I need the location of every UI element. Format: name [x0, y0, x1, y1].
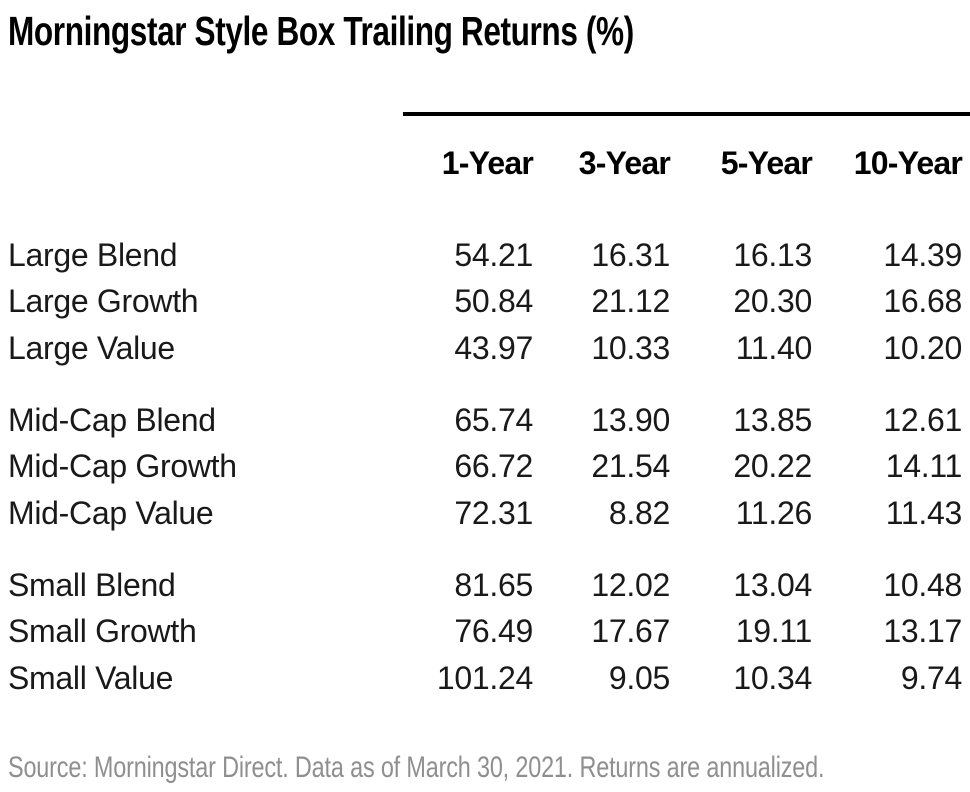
- cell-value: 13.90: [591, 401, 670, 438]
- cell-value: 10.34: [733, 659, 812, 696]
- row-group-large: Large Blend 54.21 16.31 16.13 14.39 Larg…: [8, 232, 962, 372]
- header-rule: [403, 112, 970, 116]
- cell-value: 10.33: [591, 329, 670, 366]
- row-label: Large Value: [8, 329, 175, 366]
- column-header-1-year: 1-Year: [441, 144, 534, 181]
- cell-value: 10.20: [883, 329, 962, 366]
- table-row: Mid-Cap Blend 65.74 13.90 13.85 12.61: [8, 397, 962, 444]
- cell-value: 101.24: [436, 659, 533, 696]
- cell-value: 76.49: [454, 613, 533, 650]
- column-header-row: 1-Year 3-Year 5-Year 10-Year: [8, 140, 963, 186]
- source-note: Source: Morningstar Direct. Data as of M…: [8, 751, 825, 784]
- cell-value: 9.05: [608, 659, 670, 696]
- column-header-5-year: 5-Year: [720, 144, 813, 181]
- row-group-small: Small Blend 81.65 12.02 13.04 10.48 Smal…: [8, 562, 962, 702]
- cell-value: 16.13: [733, 236, 812, 273]
- cell-value: 50.84: [454, 283, 533, 320]
- row-group-mid-cap: Mid-Cap Blend 65.74 13.90 13.85 12.61 Mi…: [8, 397, 962, 537]
- row-label: Mid-Cap Value: [8, 494, 214, 531]
- cell-value: 17.67: [591, 613, 670, 650]
- cell-value: 16.31: [591, 236, 670, 273]
- cell-value: 13.17: [883, 613, 962, 650]
- row-label: Large Growth: [8, 283, 199, 320]
- page-title: Morningstar Style Box Trailing Returns (…: [8, 8, 634, 54]
- table-row: Large Value 43.97 10.33 11.40 10.20: [8, 325, 962, 372]
- table-row: Large Blend 54.21 16.31 16.13 14.39: [8, 232, 962, 279]
- cell-value: 20.30: [733, 283, 812, 320]
- row-label: Small Blend: [8, 566, 176, 603]
- cell-value: 21.54: [591, 448, 670, 485]
- cell-value: 14.11: [885, 448, 963, 485]
- cell-value: 12.02: [591, 566, 670, 603]
- column-header-10-year: 10-Year: [853, 144, 963, 181]
- row-label: Mid-Cap Blend: [8, 401, 216, 438]
- row-label: Large Blend: [8, 236, 178, 273]
- table-row: Small Value 101.24 9.05 10.34 9.74: [8, 655, 962, 702]
- cell-value: 16.68: [883, 283, 962, 320]
- cell-value: 66.72: [454, 448, 533, 485]
- cell-value: 14.39: [883, 236, 962, 273]
- cell-value: 43.97: [454, 329, 533, 366]
- table-row: Mid-Cap Value 72.31 8.82 11.26 11.43: [8, 490, 962, 537]
- row-label: Small Value: [8, 659, 174, 696]
- column-header-3-year: 3-Year: [578, 144, 671, 181]
- cell-value: 21.12: [591, 283, 670, 320]
- cell-value: 9.74: [900, 659, 962, 696]
- cell-value: 13.85: [733, 401, 812, 438]
- row-label: Mid-Cap Growth: [8, 448, 237, 485]
- table-row: Small Blend 81.65 12.02 13.04 10.48: [8, 562, 962, 609]
- cell-value: 11.43: [885, 494, 963, 531]
- cell-value: 13.04: [733, 566, 812, 603]
- table-row: Mid-Cap Growth 66.72 21.54 20.22 14.11: [8, 444, 962, 491]
- cell-value: 54.21: [454, 236, 533, 273]
- cell-value: 11.40: [735, 329, 813, 366]
- row-label: Small Growth: [8, 613, 197, 650]
- table-row: Large Growth 50.84 21.12 20.30 16.68: [8, 279, 962, 326]
- cell-value: 20.22: [733, 448, 812, 485]
- cell-value: 19.11: [735, 613, 813, 650]
- cell-value: 81.65: [454, 566, 533, 603]
- cell-value: 72.31: [454, 494, 533, 531]
- cell-value: 8.82: [608, 494, 670, 531]
- table-row: Small Growth 76.49 17.67 19.11 13.17: [8, 609, 962, 656]
- cell-value: 65.74: [454, 401, 533, 438]
- cell-value: 11.26: [735, 494, 813, 531]
- table-body: Large Blend 54.21 16.31 16.13 14.39 Larg…: [8, 232, 962, 702]
- cell-value: 12.61: [883, 401, 962, 438]
- cell-value: 10.48: [883, 566, 962, 603]
